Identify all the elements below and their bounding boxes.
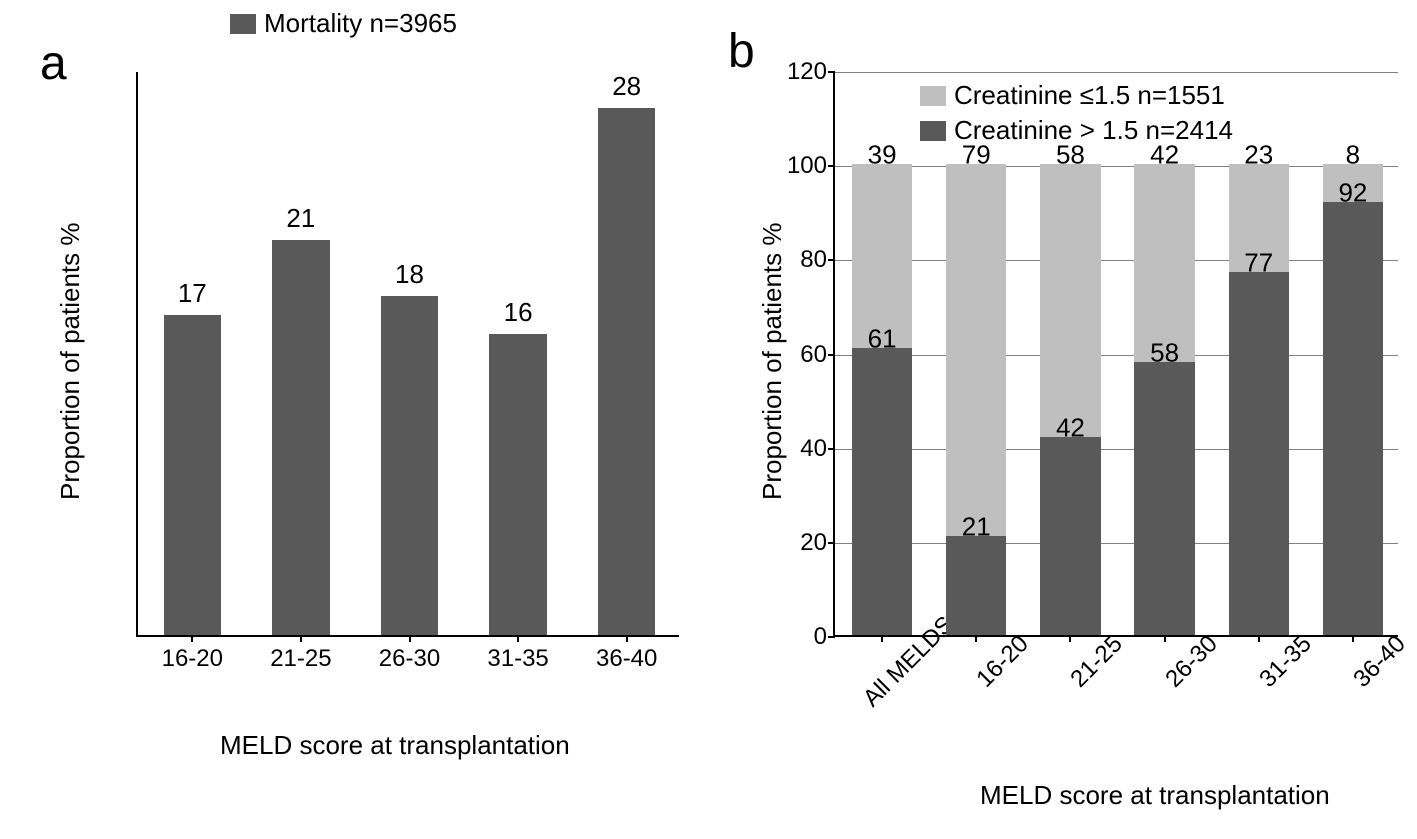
y-axis-label-b: Proportion of patients %	[757, 223, 788, 501]
legend-label-mortality: Mortality n=3965	[264, 8, 457, 39]
y-gridline	[835, 355, 1398, 356]
legend-b: Creatinine ≤1.5 n=1551 Creatinine > 1.5 …	[920, 80, 1233, 150]
x-tick-label: 16-20	[162, 635, 223, 673]
y-gridline	[835, 166, 1398, 167]
x-axis-label-a: MELD score at transplantation	[220, 730, 570, 761]
x-tick-label: 31-35	[487, 635, 548, 673]
bar-bottom-value-label: 58	[1150, 337, 1179, 368]
bar-top-value-label: 23	[1244, 140, 1273, 171]
chart-b: 0204060801001206139All MELDS217916-20425…	[833, 72, 1398, 637]
bar-top	[1134, 164, 1194, 362]
bar-value-label: 21	[286, 203, 315, 240]
legend-swatch-creatinine-high	[920, 121, 946, 141]
bar-bottom	[1134, 362, 1194, 635]
y-tick-label: 100	[775, 152, 835, 180]
bar: 28	[598, 108, 656, 635]
x-axis-label-b: MELD score at transplantation	[980, 780, 1330, 811]
y-tick-label: 120	[775, 58, 835, 86]
bar-bottom	[1229, 272, 1289, 635]
bar-top	[852, 164, 912, 348]
legend-swatch-creatinine-low	[920, 86, 946, 106]
y-tick-label: 20	[775, 529, 835, 557]
bar-bottom	[852, 348, 912, 635]
panel-label-b: b	[728, 24, 755, 79]
bar-value-label: 28	[612, 71, 641, 108]
plot-area-a: 1716-202121-251826-301631-352836-40	[136, 72, 679, 637]
bar-bottom-value-label: 21	[962, 512, 991, 543]
y-gridline	[835, 72, 1398, 73]
bar: 16	[489, 334, 547, 635]
bar-value-label: 17	[178, 278, 207, 315]
x-tick-label: 36-40	[596, 635, 657, 673]
bar-bottom-value-label: 42	[1056, 413, 1085, 444]
bar: 17	[164, 315, 222, 635]
bar: 18	[381, 296, 439, 635]
bar: 21	[272, 240, 330, 636]
bar-top	[946, 164, 1006, 536]
y-gridline	[835, 260, 1398, 261]
bar-bottom	[1040, 437, 1100, 635]
legend-label-creatinine-low: Creatinine ≤1.5 n=1551	[954, 80, 1225, 111]
legend-a: Mortality n=3965	[230, 8, 457, 43]
bar-top	[1040, 164, 1100, 437]
legend-swatch-mortality	[230, 14, 256, 34]
bar-bottom-value-label: 61	[868, 323, 897, 354]
bar-value-label: 16	[504, 297, 533, 334]
chart-a: 1716-202121-251826-301631-352836-40	[136, 72, 679, 637]
bar-bottom	[1323, 202, 1383, 635]
legend-label-creatinine-high: Creatinine > 1.5 n=2414	[954, 115, 1233, 146]
bar-top-value-label: 8	[1346, 140, 1360, 171]
y-gridline	[835, 449, 1398, 450]
y-tick-label: 0	[775, 623, 835, 651]
bar-top-value-label: 39	[868, 140, 897, 171]
panel-label-a: a	[40, 36, 67, 91]
y-gridline	[835, 543, 1398, 544]
plot-area-b: 0204060801001206139All MELDS217916-20425…	[833, 72, 1398, 637]
bar-bottom-value-label: 92	[1338, 177, 1367, 208]
bar-bottom-value-label: 77	[1244, 248, 1273, 279]
bar-value-label: 18	[395, 259, 424, 296]
x-tick-label: 21-25	[270, 635, 331, 673]
y-axis-label-a: Proportion of patients %	[55, 223, 86, 501]
x-tick-label: 26-30	[379, 635, 440, 673]
